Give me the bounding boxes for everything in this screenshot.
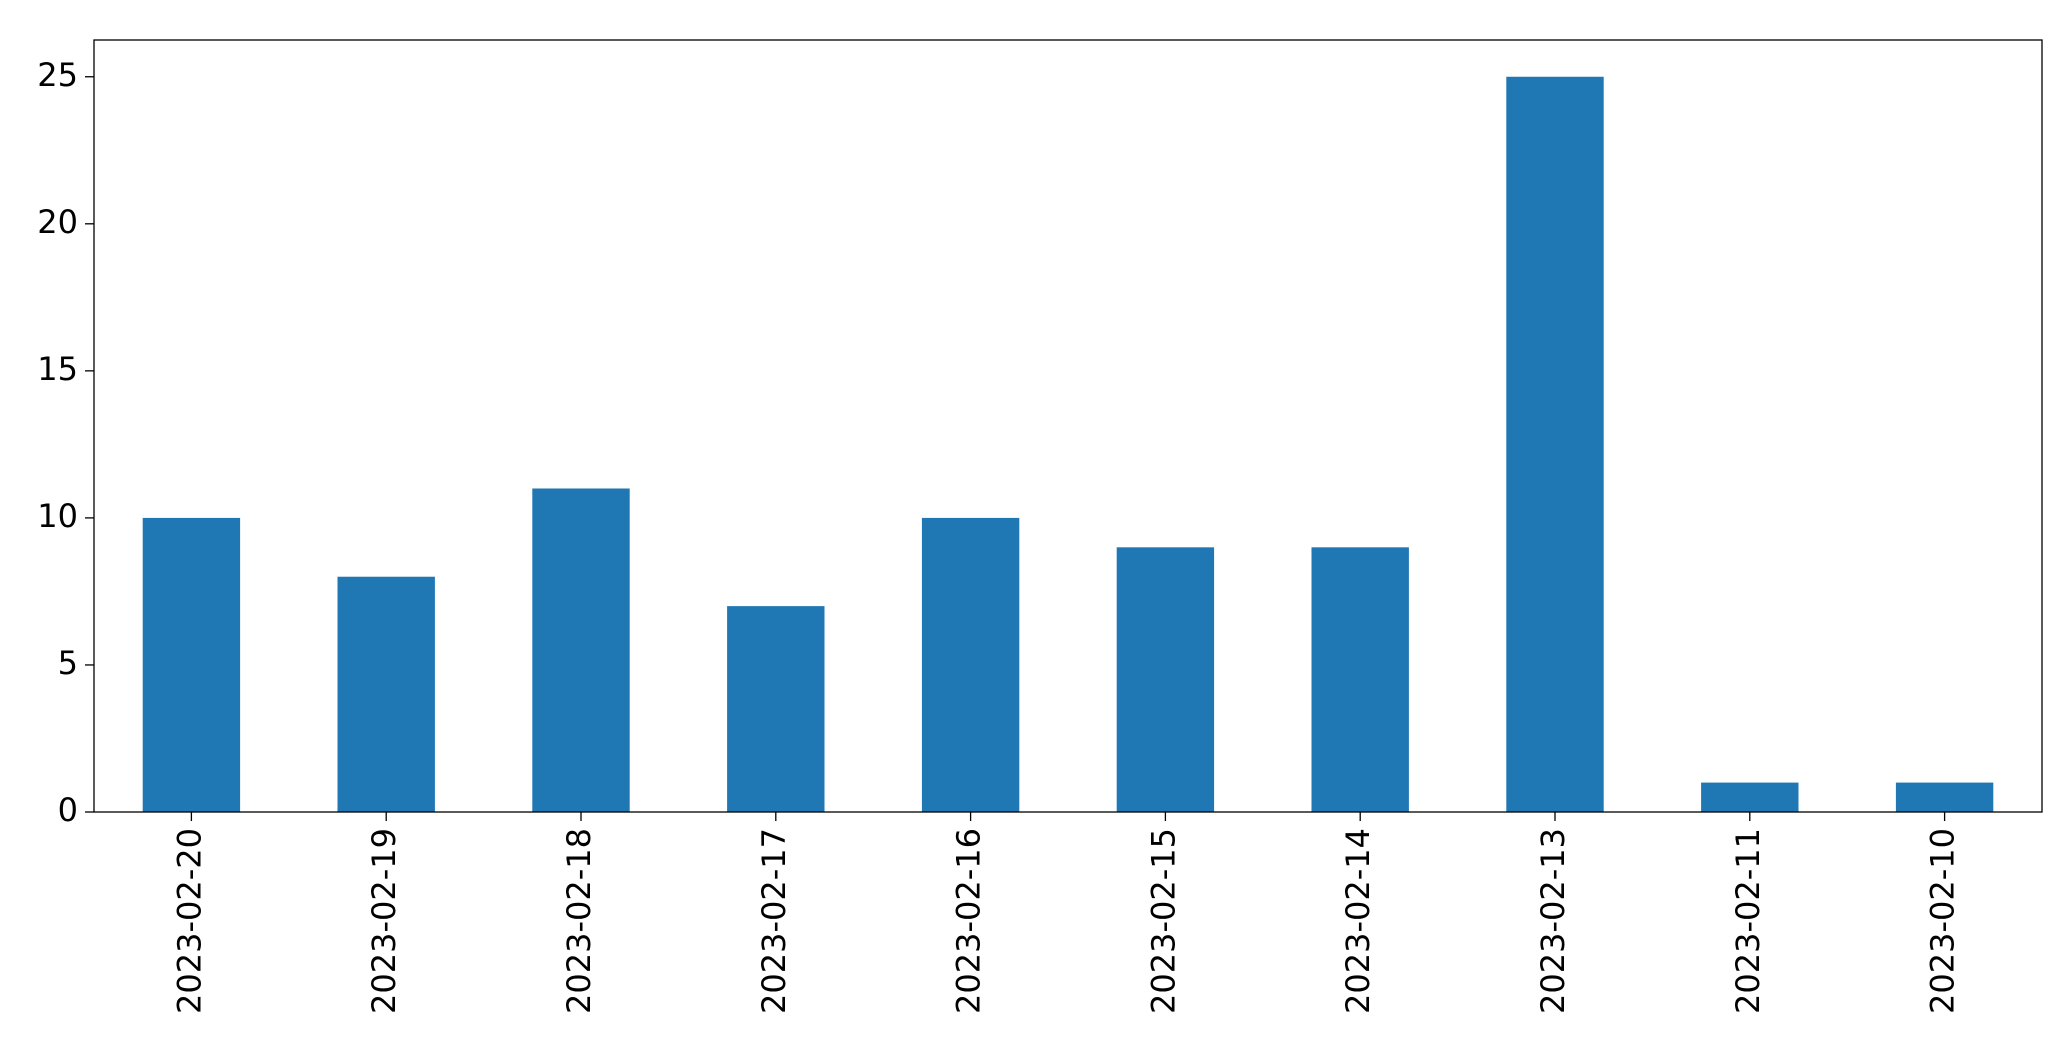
plot-frame [93,39,2043,813]
x-tick-label: 2023-02-16 [950,828,988,1014]
bar [142,517,241,812]
y-tick-label: 15 [37,350,78,388]
x-tick-label: 2023-02-20 [170,828,208,1014]
bar [1506,76,1604,812]
x-tick-label: 2023-02-19 [365,828,403,1014]
x-tick-label: 2023-02-11 [1729,828,1767,1014]
x-tick-label: 2023-02-15 [1144,828,1182,1014]
bar [1116,547,1215,812]
bar [921,517,1020,812]
y-tick-label: 20 [37,203,78,241]
y-tick-label: 25 [37,56,78,94]
x-tick-label: 2023-02-17 [755,828,793,1014]
bar [1895,782,1994,812]
x-tick-label: 2023-02-10 [1924,828,1962,1014]
bar [727,606,825,812]
bar [1311,547,1409,812]
bar [1701,782,1799,812]
y-tick-label: 10 [37,497,78,535]
y-tick-label: 5 [58,644,78,682]
bar [337,576,435,812]
x-tick-label: 2023-02-13 [1534,828,1572,1014]
x-tick-label: 2023-02-14 [1339,828,1377,1014]
x-tick-label: 2023-02-18 [560,828,598,1014]
bar [532,488,630,812]
y-tick-label: 0 [58,791,78,829]
